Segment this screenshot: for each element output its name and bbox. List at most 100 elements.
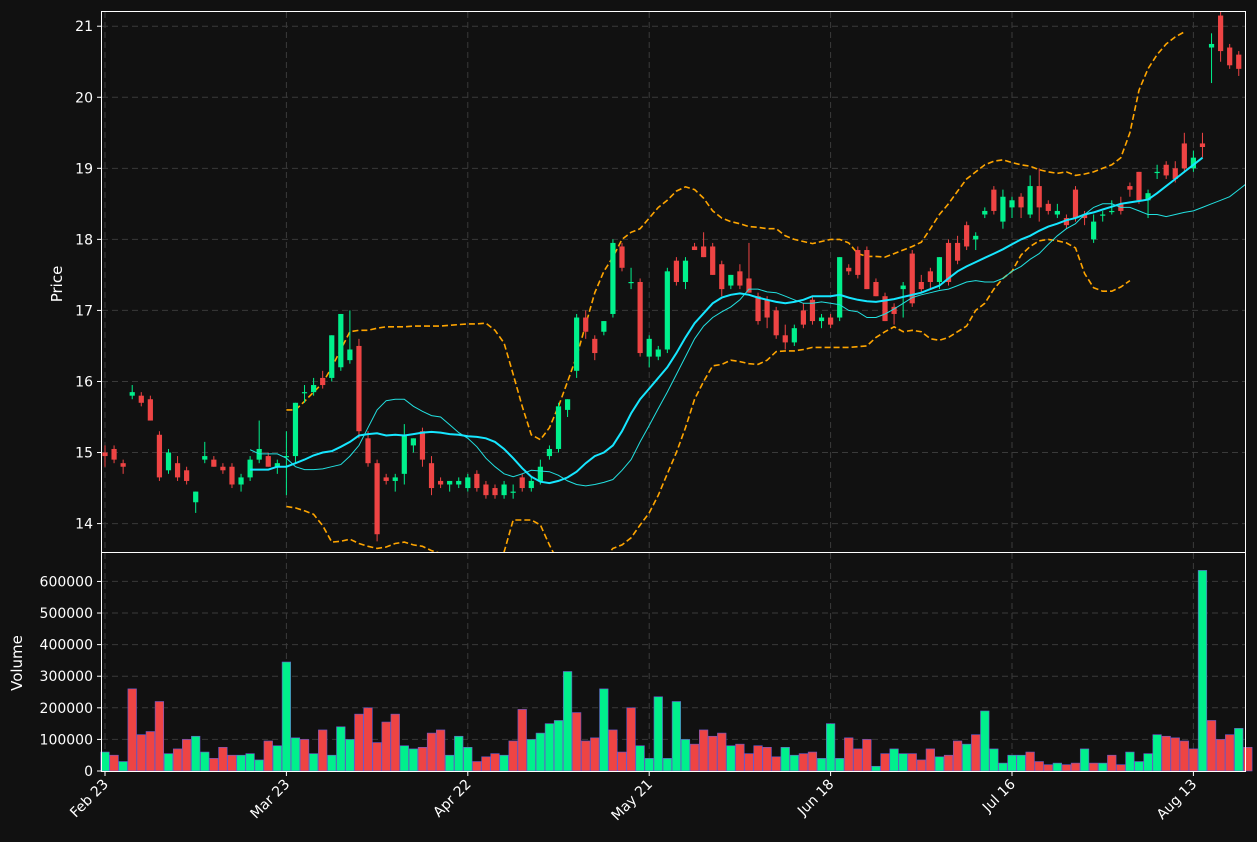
volume-bar — [426, 732, 437, 772]
candlesticks — [102, 12, 1242, 542]
candle-body — [918, 282, 924, 290]
price-tick-label: 15 — [75, 446, 93, 462]
volume-bar — [490, 753, 500, 772]
candle-body — [447, 480, 453, 485]
volume-bar — [354, 713, 364, 772]
candle-body — [873, 282, 879, 297]
candle-body — [1236, 54, 1242, 69]
price-tick-label: 20 — [75, 90, 93, 106]
candle-body — [555, 406, 562, 449]
candle-body — [982, 210, 988, 215]
candle-body — [537, 466, 543, 481]
volume-bar — [218, 747, 228, 772]
volume-bar — [599, 688, 609, 772]
volume-bar — [481, 756, 491, 772]
volume-bar — [708, 735, 718, 772]
bollinger-upper-line — [286, 31, 1185, 441]
candle-body — [528, 480, 534, 489]
volume-bar — [1152, 734, 1162, 772]
volume-bar — [581, 740, 591, 772]
price-tick-label: 18 — [75, 232, 93, 248]
price-tick-label: 17 — [75, 303, 93, 319]
volume-bar — [1098, 762, 1108, 772]
volume-bar — [689, 743, 700, 772]
volume-bar — [744, 753, 754, 772]
candle-body — [301, 392, 308, 394]
candle-body — [474, 473, 480, 489]
volume-bar — [1070, 762, 1081, 772]
volume-tick-label: 0 — [84, 764, 93, 780]
volume-bar — [381, 721, 391, 772]
volume-bar — [472, 761, 482, 772]
candle-body — [492, 488, 498, 496]
candle-body — [855, 250, 861, 275]
candle-body — [574, 317, 580, 371]
candle-body — [628, 282, 634, 284]
candle-body — [655, 349, 661, 357]
candle-body — [229, 466, 235, 485]
bollinger-lower-line — [286, 238, 1131, 552]
volume-bar — [735, 743, 745, 772]
volume-bar — [699, 729, 709, 772]
candle-body — [428, 463, 435, 489]
candle-body — [945, 242, 952, 282]
volume-bar — [1025, 751, 1035, 772]
volume-bar — [916, 759, 926, 772]
volume-bar — [835, 758, 845, 772]
price-tick-label: 14 — [75, 517, 93, 533]
volume-bar — [172, 748, 183, 772]
candle-body — [564, 399, 571, 410]
volume-bar — [771, 756, 781, 772]
volume-bar — [1206, 720, 1217, 772]
volume-bar — [272, 745, 282, 772]
volume-bar — [590, 737, 600, 772]
volume-bar — [753, 745, 763, 772]
volume-bar — [871, 765, 881, 772]
volume-tick-label: 500000 — [40, 606, 93, 622]
volume-tick-label: 200000 — [40, 701, 93, 717]
candle-body — [710, 246, 716, 275]
volume-bar — [535, 732, 545, 772]
candle-body — [673, 260, 680, 282]
candle-body — [1181, 143, 1187, 169]
candle-body — [764, 299, 770, 318]
candle-body — [238, 477, 244, 485]
candle-body — [828, 317, 834, 325]
candle-body — [510, 491, 516, 493]
candle-body — [1227, 47, 1233, 66]
volume-axis: 0 100000 200000 300000 400000 500000 600000 — [40, 574, 102, 780]
volume-bar — [526, 739, 536, 772]
volume-bar — [617, 751, 627, 772]
price-tick-label: 21 — [75, 19, 93, 35]
candle-body — [746, 278, 752, 293]
volume-bar — [145, 731, 155, 772]
volume-bar — [227, 754, 237, 772]
candle-body — [501, 484, 507, 496]
volume-tick-label: 400000 — [40, 638, 93, 654]
candle-body — [773, 310, 779, 336]
candle-body — [964, 225, 970, 247]
candle-body — [465, 477, 471, 489]
candle-body — [583, 317, 589, 332]
volume-bar — [517, 709, 527, 772]
candle-body — [138, 395, 144, 403]
candle-body — [1018, 196, 1024, 208]
candle-body — [1208, 43, 1215, 48]
candle-body — [900, 285, 906, 290]
volume-bar — [327, 754, 337, 772]
volume-bar — [1007, 754, 1017, 772]
candle-body — [936, 257, 943, 282]
candle-body — [610, 242, 616, 314]
volume-bar — [508, 740, 518, 772]
candle-body — [419, 431, 426, 460]
volume-bar — [454, 735, 464, 772]
volume-bar — [445, 754, 455, 772]
candle-body — [202, 456, 208, 460]
volume-bar — [680, 739, 691, 772]
volume-bar — [399, 745, 409, 772]
volume-bar — [1052, 762, 1062, 772]
candle-body — [165, 452, 172, 471]
volume-bar — [1161, 735, 1171, 772]
candle-body — [864, 250, 870, 290]
